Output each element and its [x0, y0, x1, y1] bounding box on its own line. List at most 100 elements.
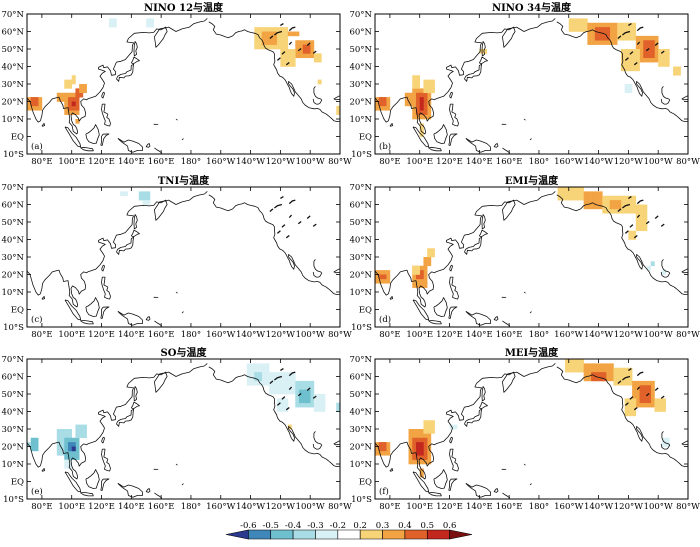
correlation-cell	[258, 363, 263, 369]
lat-tick-label: 30°N	[1, 425, 24, 435]
lat-tick-label: 10°S	[3, 323, 24, 333]
correlation-cell	[56, 442, 61, 447]
lake-outline	[276, 230, 281, 234]
correlation-cell	[71, 455, 76, 460]
lake-outline	[660, 223, 665, 227]
correlation-cell	[557, 191, 562, 197]
correlation-cell	[295, 44, 300, 50]
correlation-cell	[617, 31, 622, 37]
lon-tick-label: 100°E	[406, 157, 433, 167]
lake-outline	[297, 47, 302, 52]
coastline-path	[145, 316, 151, 321]
lon-tick-label: 80°E	[379, 502, 400, 512]
correlation-cell	[258, 27, 263, 32]
correlation-cell	[665, 62, 670, 67]
lat-tick-label: 50°N	[349, 390, 372, 400]
correlation-cell	[56, 97, 61, 102]
correlation-cell	[284, 389, 289, 395]
correlation-cell	[427, 455, 432, 460]
correlation-cell	[280, 62, 285, 67]
correlation-cell	[336, 110, 340, 115]
coastline-path	[41, 468, 45, 472]
lake-outline	[636, 26, 644, 32]
correlation-cell	[280, 35, 285, 41]
correlation-cell	[624, 35, 629, 41]
correlation-cell	[632, 402, 637, 408]
correlation-cell	[602, 195, 607, 201]
correlation-cell	[415, 274, 421, 280]
correlation-cell	[415, 110, 421, 115]
lat-tick-label: 10°S	[3, 495, 24, 505]
correlation-cell	[632, 411, 637, 417]
correlation-cell	[565, 191, 570, 197]
coastline	[375, 191, 688, 327]
correlation-cell	[613, 204, 618, 210]
correlation-cell	[375, 278, 380, 284]
correlation-cell	[313, 407, 318, 412]
correlation-cell	[647, 398, 652, 404]
correlation-cell	[419, 442, 424, 447]
correlation-cell	[609, 195, 614, 201]
correlation-cell	[658, 49, 663, 54]
correlation-cell	[280, 389, 285, 395]
correlation-cell	[639, 222, 644, 227]
correlation-cell	[576, 27, 581, 32]
correlation-cell	[635, 398, 640, 404]
correlation-cell	[75, 433, 80, 439]
correlation-cell	[617, 367, 622, 373]
lake-outline	[645, 47, 650, 52]
correlation-cell	[594, 35, 599, 41]
correlation-cell	[635, 380, 640, 386]
correlation-cell	[79, 92, 84, 98]
correlation-cell	[591, 27, 596, 32]
correlation-cell	[56, 437, 61, 443]
correlation-cell	[306, 394, 311, 399]
correlation-cell	[654, 35, 659, 41]
correlation-cell	[64, 433, 69, 439]
correlation-cell	[650, 394, 655, 399]
coastline-path	[375, 18, 556, 135]
correlation-cell	[280, 402, 285, 408]
lat-tick-label: 50°N	[1, 45, 24, 55]
correlation-cell	[71, 79, 76, 85]
correlation-cell	[427, 442, 432, 447]
correlation-cell	[572, 195, 577, 201]
correlation-cell	[624, 367, 629, 373]
correlation-cell	[430, 88, 435, 94]
correlation-cell	[647, 389, 652, 395]
lake-outline	[276, 57, 281, 61]
correlation-cell	[321, 402, 326, 408]
correlation-cell	[146, 200, 151, 205]
correlation-cell	[280, 372, 285, 377]
correlation-cell	[313, 53, 318, 59]
correlation-cell	[317, 402, 322, 408]
correlation-cell	[79, 88, 84, 94]
correlation-cell	[579, 22, 584, 28]
correlation-cell	[265, 367, 270, 373]
correlation-cell	[639, 204, 644, 210]
correlation-cell	[82, 88, 87, 94]
lat-tick-label: 30°N	[349, 253, 372, 263]
correlation-cell	[280, 53, 285, 59]
correlation-cell	[408, 429, 413, 434]
lake-outline	[306, 387, 311, 391]
lat-tick-label: 60°N	[349, 373, 372, 383]
lake-outline	[624, 402, 629, 406]
lake-outline	[617, 35, 622, 39]
correlation-cell	[27, 101, 32, 107]
correlation-cell	[643, 402, 648, 408]
coastline-path	[117, 482, 143, 498]
lon-tick-label: 80°W	[676, 330, 700, 340]
colorbar-tick-label: 0.4	[398, 521, 412, 531]
correlation-cell	[427, 433, 432, 439]
coastline-path	[660, 86, 671, 105]
correlation-cell	[673, 66, 678, 72]
correlation-cell	[291, 31, 296, 37]
correlation-cell	[272, 44, 277, 50]
correlation-cell	[250, 363, 255, 369]
coastline-path	[100, 478, 110, 491]
correlation-cell	[419, 110, 424, 115]
correlation-cell	[654, 398, 659, 404]
coastline-path	[478, 401, 488, 410]
correlation-cell	[572, 187, 577, 192]
